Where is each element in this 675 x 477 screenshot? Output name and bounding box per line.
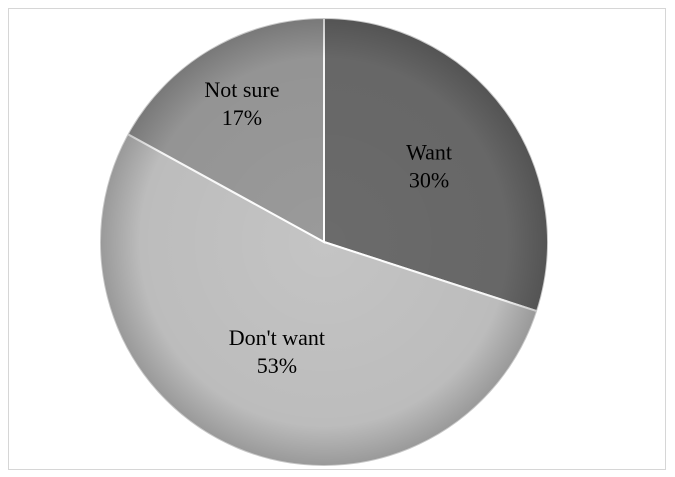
slice-value-not-sure: 17% — [222, 105, 262, 130]
slice-value-don-t-want: 53% — [257, 353, 297, 378]
slice-label-not-sure: Not sure — [204, 77, 279, 102]
chart-frame: Want 30% Don't want 53% Not sure 17% — [8, 8, 666, 470]
pie-labels: Want 30% Don't want 53% Not sure 17% — [204, 77, 452, 378]
slice-label-don-t-want: Don't want — [229, 325, 325, 350]
slice-value-want: 30% — [409, 168, 449, 193]
slice-label-want: Want — [406, 140, 452, 165]
pie-chart: Want 30% Don't want 53% Not sure 17% — [99, 16, 549, 467]
pie-slices — [99, 16, 549, 467]
